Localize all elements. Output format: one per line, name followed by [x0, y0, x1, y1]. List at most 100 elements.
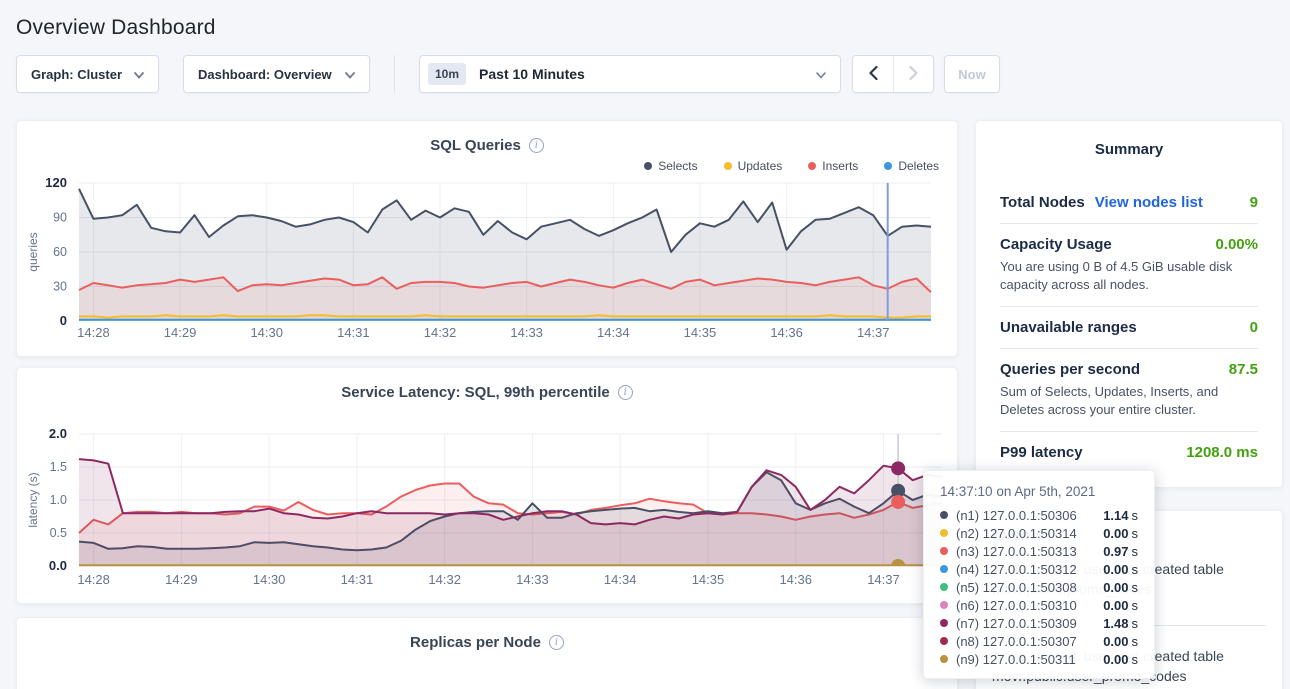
charts-column: SQL Queries i Selects Updates Inserts Delet…: [16, 120, 958, 689]
tooltip-node-value: 1.14: [1103, 508, 1128, 523]
latency-card: Service Latency: SQL, 99th percentile i …: [16, 367, 958, 604]
summary-row-head: Total NodesView nodes list9: [1000, 194, 1258, 211]
time-step-buttons: [852, 55, 934, 93]
summary-label: Queries per second: [1000, 361, 1140, 378]
series-dot-icon: [940, 529, 948, 537]
summary-label: Capacity Usage: [1000, 236, 1112, 253]
now-button[interactable]: Now: [944, 55, 1000, 93]
graph-dropdown[interactable]: Graph: Cluster: [16, 55, 159, 93]
tooltip-value-unit: s: [1132, 580, 1139, 595]
svg-text:2.0: 2.0: [49, 426, 67, 441]
tooltip-node-label: (n3) 127.0.0.1:50313: [956, 544, 1077, 559]
svg-text:14:31: 14:31: [341, 572, 374, 587]
time-prev-button[interactable]: [853, 56, 893, 92]
chart-tooltip: 14:37:10 on Apr 5th, 2021 (n1) 127.0.0.1…: [923, 470, 1155, 679]
tooltip-value-unit: s: [1132, 562, 1139, 577]
tooltip-row: (n1) 127.0.0.1:503061.14s: [940, 506, 1138, 524]
chart-title: Replicas per Node: [410, 634, 541, 651]
summary-row: P99 latency 1208.0 ms: [1000, 431, 1258, 473]
tooltip-row: (n6) 127.0.0.1:503100.00s: [940, 596, 1138, 614]
controls-bar: Graph: Cluster Dashboard: Overview 10m P…: [16, 55, 1274, 93]
tooltip-node-label: (n2) 127.0.0.1:50314: [956, 526, 1077, 541]
series-dot-icon: [940, 583, 948, 591]
tooltip-node-value: 1.48: [1103, 616, 1128, 631]
tooltip-timestamp: 14:37:10 on Apr 5th, 2021: [940, 484, 1138, 499]
tooltip-node-label: (n9) 127.0.0.1:50311: [956, 652, 1076, 667]
series-dot-icon: [940, 601, 948, 609]
tooltip-row: (n3) 127.0.0.1:50313 0.97 s: [940, 542, 1138, 560]
summary-value: 0: [1250, 319, 1258, 336]
series-dot-icon: [644, 162, 652, 170]
tooltip-value-unit: s: [1132, 652, 1139, 667]
summary-row: Total NodesView nodes list9: [1000, 182, 1258, 223]
latency-chart[interactable]: 14:2814:2914:3014:3114:3214:3314:3414:35…: [17, 418, 959, 590]
svg-text:14:37: 14:37: [857, 325, 890, 340]
tooltip-node-value: 0.00: [1103, 634, 1128, 649]
series-dot-icon: [940, 565, 948, 573]
dashboard-dropdown[interactable]: Dashboard: Overview: [183, 55, 370, 93]
summary-title: Summary: [1000, 141, 1258, 158]
summary-row-head: P99 latency 1208.0 ms: [1000, 444, 1258, 461]
tooltip-node-value: 0.97: [1103, 544, 1128, 559]
svg-text:0.5: 0.5: [50, 526, 67, 540]
tooltip-row: (n9) 127.0.0.1:503110.00s: [940, 650, 1138, 668]
svg-text:14:35: 14:35: [692, 572, 725, 587]
series-dot-icon: [940, 547, 948, 555]
time-next-button[interactable]: [893, 56, 933, 92]
info-icon[interactable]: i: [549, 635, 564, 650]
tooltip-value-unit: s: [1132, 616, 1139, 631]
series-dot-icon: [940, 511, 948, 519]
svg-text:queries: queries: [26, 232, 40, 271]
svg-text:14:32: 14:32: [424, 325, 457, 340]
svg-text:14:34: 14:34: [604, 572, 637, 587]
svg-text:60: 60: [53, 245, 67, 259]
summary-value: 87.5: [1229, 361, 1258, 378]
divider: [394, 55, 395, 93]
sql-queries-chart[interactable]: 14:2814:2914:3014:3114:3214:3314:3414:35…: [17, 177, 959, 343]
tooltip-value-unit: s: [1132, 544, 1139, 559]
tooltip-node-label: (n1) 127.0.0.1:50306: [956, 508, 1077, 523]
overview-dashboard-page: Overview Dashboard Graph: Cluster Dashbo…: [0, 0, 1290, 689]
series-dot-icon: [940, 619, 948, 627]
legend-label: Updates: [738, 159, 783, 173]
series-dot-icon: [724, 162, 732, 170]
svg-text:14:31: 14:31: [337, 325, 370, 340]
svg-text:1.0: 1.0: [50, 493, 67, 507]
summary-row-head: Queries per second 87.5: [1000, 361, 1258, 378]
view-nodes-link[interactable]: View nodes list: [1095, 194, 1203, 211]
dashboard-dropdown-label: Dashboard: Overview: [198, 67, 332, 82]
svg-text:14:34: 14:34: [597, 325, 630, 340]
tooltip-node-label: (n7) 127.0.0.1:50309: [956, 616, 1077, 631]
summary-row-head: Capacity Usage 0.00%: [1000, 236, 1258, 253]
summary-row: Capacity Usage0.00%You are using 0 B of …: [1000, 223, 1258, 306]
summary-label: P99 latency: [1000, 444, 1083, 461]
svg-text:0.0: 0.0: [49, 558, 67, 573]
svg-text:14:30: 14:30: [253, 572, 286, 587]
chart-header: Replicas per Node i: [17, 618, 957, 653]
legend-label: Deletes: [898, 159, 939, 173]
time-range-selector[interactable]: 10m Past 10 Minutes: [419, 55, 841, 93]
legend-item: Selects: [644, 159, 697, 173]
tooltip-time: 14:37:10: [940, 484, 993, 499]
chevron-down-icon: [134, 67, 144, 82]
svg-text:14:35: 14:35: [684, 325, 717, 340]
info-icon[interactable]: i: [529, 138, 544, 153]
info-icon[interactable]: i: [618, 385, 633, 400]
tooltip-node-value: 0.00: [1103, 598, 1128, 613]
summary-value: 0.00%: [1215, 236, 1258, 253]
tooltip-date: on Apr 5th, 2021: [996, 484, 1095, 499]
svg-text:120: 120: [45, 177, 67, 190]
svg-text:1.5: 1.5: [50, 460, 67, 474]
series-dot-icon: [940, 637, 948, 645]
legend-item: Inserts: [808, 159, 858, 173]
summary-panel: Summary Total NodesView nodes list9 Capac…: [975, 120, 1283, 488]
chart-header: Service Latency: SQL, 99th percentile i: [17, 368, 957, 403]
tooltip-value-unit: s: [1132, 526, 1139, 541]
tooltip-node-value: 0.00: [1103, 562, 1128, 577]
chart-title: SQL Queries: [430, 137, 521, 154]
tooltip-row: (n2) 127.0.0.1:503140.00s: [940, 524, 1138, 542]
summary-value: 1208.0 ms: [1186, 444, 1258, 461]
tooltip-node-label: (n6) 127.0.0.1:50310: [956, 598, 1077, 613]
chevron-left-icon: [869, 66, 878, 83]
summary-row: Queries per second87.5Sum of Selects, Up…: [1000, 348, 1258, 431]
